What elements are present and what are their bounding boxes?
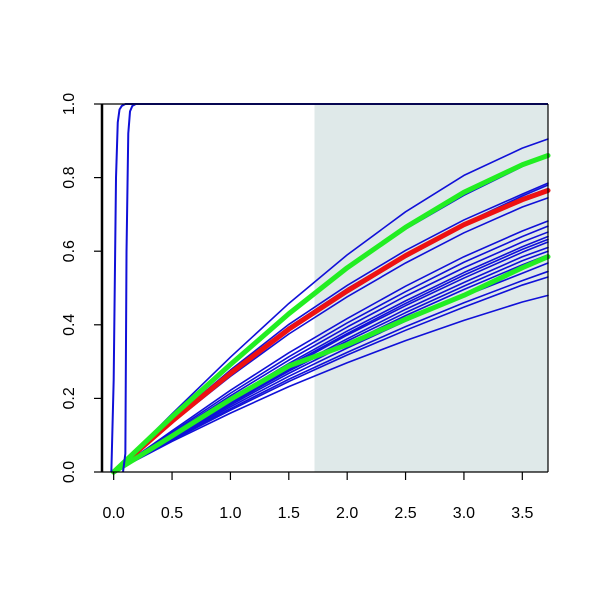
series-layer <box>110 103 551 475</box>
series-line-green-21 <box>111 254 551 475</box>
series-line-blue-6 <box>112 220 549 473</box>
axis-layer <box>100 103 549 473</box>
x-tick-label: 3.5 <box>511 505 533 522</box>
x-tick-label: 2.5 <box>394 505 416 522</box>
series-line-red-19 <box>111 187 551 475</box>
series-line-blue-2 <box>112 138 549 473</box>
series-line-blue-14 <box>112 270 549 473</box>
series-line-blue-7 <box>112 225 549 473</box>
y-tick-label: 0.4 <box>61 314 78 336</box>
series-line-green-20 <box>111 153 551 475</box>
x-tick-label: 2.0 <box>336 505 358 522</box>
series-line-blue-15 <box>112 276 549 473</box>
y-tick-label: 0.8 <box>61 166 78 188</box>
x-axis-ticks: 0.0 0.5 1.0 1.5 2.0 2.5 3.0 3.5 <box>103 472 534 522</box>
y-tick-label: 0.0 <box>61 461 78 483</box>
series-line-blue-13 <box>112 262 549 473</box>
x-tick-label: 1.5 <box>278 505 300 522</box>
x-tick-label: 0.0 <box>103 505 125 522</box>
y-tick-label: 0.6 <box>61 240 78 262</box>
y-axis-ticks: 0.0 0.2 0.4 0.6 0.8 1.0 <box>61 93 102 483</box>
x-tick-label: 0.5 <box>161 505 183 522</box>
y-tick-label: 0.2 <box>61 387 78 409</box>
y-tick-label: 1.0 <box>61 93 78 115</box>
series-line-blue-16 <box>112 294 549 473</box>
x-tick-label: 3.0 <box>453 505 475 522</box>
x-tick-label: 1.0 <box>219 505 241 522</box>
